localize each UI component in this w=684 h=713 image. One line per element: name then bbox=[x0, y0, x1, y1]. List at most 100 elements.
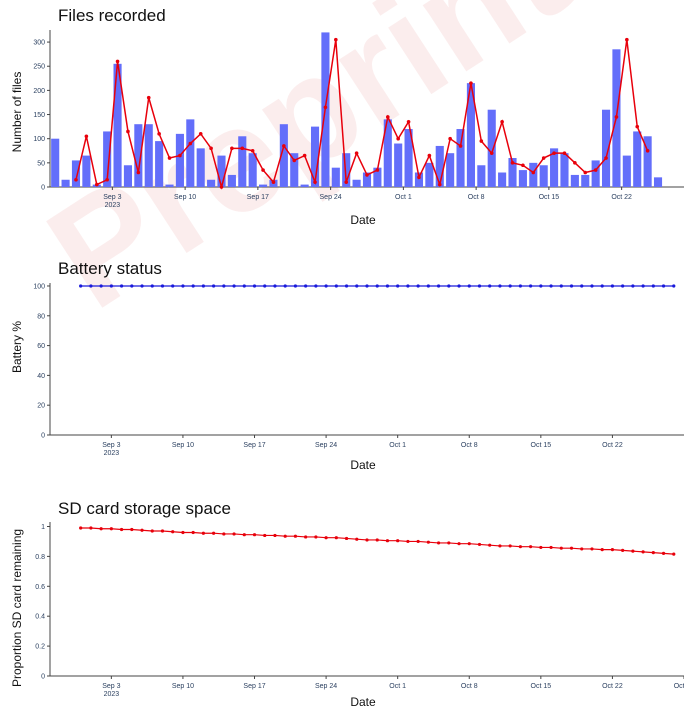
battery-status-line-point bbox=[375, 284, 379, 288]
battery-status-line-point bbox=[324, 284, 328, 288]
sd-storage-line-point bbox=[426, 540, 430, 544]
battery-status-line-point bbox=[498, 284, 502, 288]
battery-status-line-point bbox=[304, 284, 308, 288]
battery-status-line-point bbox=[406, 284, 410, 288]
files-recorded-line-point bbox=[74, 177, 78, 182]
sd-storage-line-point bbox=[79, 526, 83, 530]
files-recorded-bar bbox=[466, 83, 475, 187]
sd-storage-y-tick-label: 0.6 bbox=[35, 584, 45, 591]
files-recorded-line-point bbox=[469, 81, 473, 85]
files-recorded-line-point bbox=[282, 144, 286, 148]
battery-status-line-point bbox=[212, 284, 216, 288]
files-recorded-bar bbox=[207, 179, 216, 187]
files-recorded-line-point bbox=[521, 163, 525, 168]
battery-status-line-point bbox=[201, 284, 205, 288]
sd-storage-line-point bbox=[457, 542, 461, 546]
files-recorded-bar bbox=[456, 129, 465, 187]
files-recorded-line-point bbox=[635, 124, 640, 129]
sd-storage-line-point bbox=[651, 551, 655, 555]
files-recorded-bar bbox=[248, 153, 257, 187]
battery-status-x-tick-label: Sep 10 bbox=[172, 442, 194, 449]
battery-status-line-point bbox=[631, 284, 635, 288]
sd-storage-line-point bbox=[416, 539, 420, 544]
files-recorded-y-tick-label: 300 bbox=[33, 40, 45, 47]
battery-status-y-tick-label: 40 bbox=[37, 373, 45, 380]
files-recorded-line-point bbox=[230, 146, 234, 151]
sd-storage-x-tick-label: Oct 29 bbox=[674, 683, 684, 690]
sd-storage-line-point bbox=[130, 527, 134, 532]
files-recorded-y-tick-label: 50 bbox=[37, 160, 45, 167]
files-recorded-line-point bbox=[479, 139, 484, 143]
files-recorded-x-tick-label: Sep 10 bbox=[174, 194, 196, 201]
sd-storage-x-tick-label: Oct 8 bbox=[461, 683, 478, 690]
battery-status-line-point bbox=[569, 284, 574, 288]
battery-status-line-point bbox=[529, 284, 533, 288]
files-recorded-bar bbox=[310, 126, 320, 187]
battery-status-line-point bbox=[171, 284, 175, 288]
battery-status-line-point bbox=[252, 284, 257, 288]
files-recorded-bar bbox=[435, 145, 444, 187]
files-recorded-bar bbox=[186, 119, 195, 187]
files-recorded-y-tick-label: 0 bbox=[41, 185, 45, 192]
sd-storage-line-point bbox=[447, 541, 451, 545]
sd-storage-x-tick-sublabel: 2023 bbox=[104, 691, 120, 698]
sd-storage-line-point bbox=[436, 541, 441, 545]
files-recorded-bar bbox=[425, 162, 434, 187]
sd-storage-line-point bbox=[529, 545, 533, 549]
battery-status-line-point bbox=[293, 284, 298, 288]
battery-status-line-point bbox=[518, 284, 522, 288]
battery-status-line-point bbox=[457, 284, 461, 288]
battery-status-line-point bbox=[416, 284, 420, 288]
sd-storage-line-point bbox=[293, 534, 298, 538]
files-recorded-line-point bbox=[448, 136, 452, 141]
files-recorded-bar bbox=[290, 153, 299, 187]
files-recorded-line-point bbox=[209, 146, 213, 151]
battery-status-line-point bbox=[600, 284, 604, 288]
sd-storage-line-point bbox=[569, 546, 574, 550]
battery-status-line-point bbox=[344, 284, 349, 288]
sd-storage-line-point bbox=[672, 552, 676, 556]
files-recorded-y-tick-label: 250 bbox=[33, 64, 45, 71]
battery-status-line-point bbox=[263, 284, 267, 288]
files-recorded-line-point bbox=[167, 156, 172, 160]
sd-storage-line-point bbox=[477, 542, 482, 547]
battery-status-line-point bbox=[508, 284, 512, 288]
battery-status-xlabel: Date bbox=[350, 458, 376, 472]
files-recorded-bar bbox=[61, 179, 70, 187]
files-recorded-line-point bbox=[250, 148, 255, 153]
sd-storage-x-tick-label: Sep 3 bbox=[102, 683, 120, 690]
files-recorded-bar bbox=[653, 177, 663, 187]
battery-status-line-point bbox=[580, 284, 584, 288]
files-recorded-line-point bbox=[188, 141, 193, 146]
files-recorded-x-tick-label: Sep 17 bbox=[247, 194, 269, 201]
sd-storage-line-point bbox=[109, 527, 113, 531]
files-recorded-bar bbox=[643, 136, 652, 187]
files-recorded-y-tick-label: 100 bbox=[33, 136, 45, 143]
files-recorded-xlabel: Date bbox=[350, 213, 376, 227]
files-recorded-line-point bbox=[510, 161, 515, 165]
sd-storage-line-point bbox=[263, 533, 267, 538]
files-recorded-line-point bbox=[437, 182, 442, 187]
battery-status-line-point bbox=[140, 284, 144, 288]
files-recorded-line-point bbox=[313, 180, 317, 184]
sd-storage-line-point bbox=[518, 545, 522, 549]
files-recorded-bar bbox=[508, 158, 517, 187]
battery-status-line-point bbox=[621, 284, 625, 288]
files-recorded-line-point bbox=[604, 156, 608, 160]
files-recorded-bar bbox=[123, 165, 133, 187]
battery-status-x-tick-label: Sep 17 bbox=[243, 442, 265, 449]
files-recorded-line-point bbox=[385, 115, 390, 119]
battery-status-x-tick-sublabel: 2023 bbox=[104, 450, 120, 457]
files-recorded-line-point bbox=[94, 182, 99, 187]
sd-storage-line-point bbox=[580, 547, 584, 551]
files-recorded-bar bbox=[342, 153, 351, 187]
sd-storage-line-point bbox=[549, 545, 553, 550]
battery-status-line-point bbox=[661, 284, 666, 288]
battery-status-x-tick-label: Sep 3 bbox=[102, 442, 120, 449]
battery-status-ylabel: Battery % bbox=[10, 321, 24, 373]
sd-storage-y-tick-label: 1 bbox=[41, 524, 45, 531]
files-recorded-bar bbox=[217, 155, 226, 187]
sd-storage-line-point bbox=[171, 530, 175, 534]
sd-storage-line-point bbox=[201, 531, 205, 535]
sd-storage-line-point bbox=[508, 544, 512, 548]
